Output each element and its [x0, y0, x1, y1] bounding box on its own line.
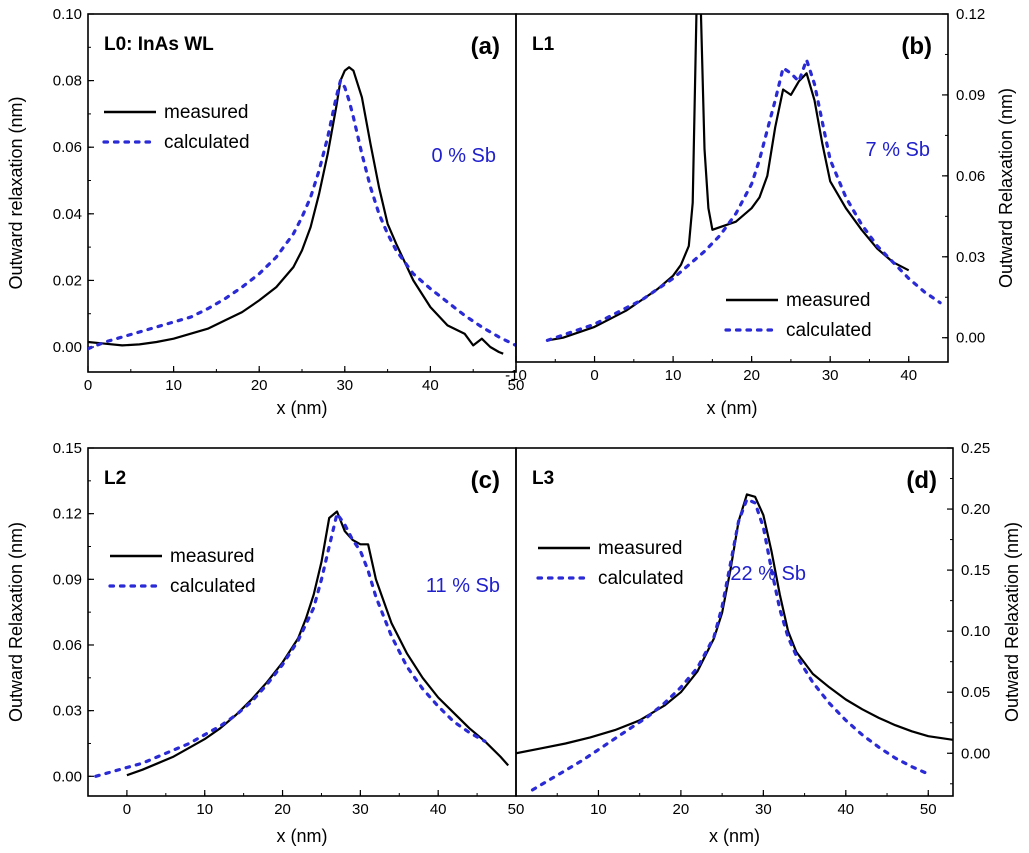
y-axis-title: Outward Relaxation (nm)	[996, 88, 1016, 288]
plot-frame	[87, 13, 517, 373]
sb-concentration-label: 22 % Sb	[730, 563, 806, 585]
layer-label: L2	[104, 468, 126, 489]
y-tick-label: 0.15	[961, 562, 990, 579]
x-tick-label: 40	[837, 801, 854, 818]
x-tick-label: 20	[673, 801, 690, 818]
y-axis-title: Outward relaxation (nm)	[6, 96, 26, 289]
x-tick-label: 40	[430, 801, 447, 818]
x-axis-title: x (nm)	[277, 826, 328, 846]
y-tick-label: 0.25	[961, 440, 990, 457]
series-line-calculated	[530, 497, 930, 792]
plot-frame	[515, 13, 949, 363]
x-axis-title: x (nm)	[709, 826, 760, 846]
y-tick-label: 0.06	[956, 168, 985, 185]
x-tick-label: 30	[822, 367, 839, 384]
series-line-measured	[516, 493, 953, 755]
layer-label: L0: InAs WL	[104, 34, 214, 55]
y-tick-label: 0.10	[53, 6, 82, 23]
x-tick-label: 50	[508, 377, 525, 394]
y-tick-label: 0.05	[961, 684, 990, 701]
x-tick-label: 30	[755, 801, 772, 818]
x-tick-label: 0	[123, 801, 131, 818]
x-tick-label: 50	[920, 801, 937, 818]
y-tick-label: 0.00	[53, 339, 82, 356]
chart-panel-d: 10 20 30 40 50 0.00 0.05 0.10 0.15 0.20 0.25 x (nm)…	[515, 440, 1022, 846]
y-tick-label: 0.08	[53, 73, 82, 90]
sb-concentration-label: 7 % Sb	[866, 139, 930, 161]
x-tick-label: 30	[352, 801, 369, 818]
y-tick-label: 0.00	[961, 745, 990, 762]
sb-concentration-label: 0 % Sb	[432, 145, 496, 167]
y-tick-label: 0.12	[956, 6, 985, 23]
y-tick-label: 0.00	[956, 330, 985, 347]
legend-label-calculated: calculated	[786, 320, 872, 341]
sb-concentration-label: 11 % Sb	[426, 575, 500, 597]
y-tick-label: 0.06	[53, 139, 82, 156]
x-tick-label: 10	[590, 801, 607, 818]
series-line-calculated	[88, 78, 516, 351]
chart-panel-b: -10 0 10 20 30 40 0.00 0.03 0.06 0.09 0.12 x (nm) Ou…	[505, 6, 1016, 418]
x-tick-label: 30	[336, 377, 353, 394]
y-tick-label: 0.04	[53, 206, 82, 223]
y-axis-title: Outward Relaxation (nm)	[1002, 522, 1022, 722]
y-tick-label: 0.02	[53, 272, 82, 289]
x-tick-label: -10	[505, 367, 527, 384]
y-tick-label: 0.00	[53, 768, 82, 785]
x-tick-label: 0	[84, 377, 92, 394]
legend-label-measured: measured	[164, 102, 249, 123]
panel-id-label: (b)	[901, 33, 932, 60]
y-tick-label: 0.03	[956, 249, 985, 266]
series-line-calculated	[545, 58, 942, 342]
series-line-measured	[126, 510, 510, 777]
chart-panel-c: 0 10 20 30 40 50 0.00 0.03 0.06 0.09 0.12 0.15 x (nm…	[6, 440, 524, 846]
y-tick-label: 0.06	[53, 637, 82, 654]
panel-id-label: (d)	[906, 467, 937, 494]
chart-panel-a: 0 10 20 30 40 50 0.00 0.02 0.04 0.06 0.08 0.10 x (nm…	[6, 6, 524, 418]
legend-label-calculated: calculated	[164, 132, 250, 153]
y-tick-label: 0.12	[53, 506, 82, 523]
y-tick-label: 0.09	[956, 87, 985, 104]
panel-id-label: (a)	[471, 33, 500, 60]
y-tick-label: 0.03	[53, 703, 82, 720]
x-tick-label: 20	[274, 801, 291, 818]
layer-label: L1	[532, 34, 555, 55]
x-tick-label: 20	[743, 367, 760, 384]
y-tick-label: 0.15	[53, 440, 82, 457]
x-tick-label: 40	[900, 367, 917, 384]
layer-label: L3	[532, 468, 554, 489]
x-tick-label: 10	[165, 377, 182, 394]
series-line-measured	[88, 66, 504, 355]
panel-id-label: (c)	[471, 467, 500, 494]
y-axis-title: Outward Relaxation (nm)	[6, 522, 26, 722]
legend-label-measured: measured	[786, 290, 871, 311]
legend-label-calculated: calculated	[598, 568, 684, 589]
x-tick-label: 0	[590, 367, 598, 384]
x-tick-label: 10	[665, 367, 682, 384]
plot-frame	[515, 447, 954, 797]
legend-label-calculated: calculated	[170, 576, 256, 597]
legend-label-measured: measured	[598, 538, 683, 559]
y-tick-label: 0.10	[961, 623, 990, 640]
legend-label-measured: measured	[170, 546, 255, 567]
y-tick-label: 0.20	[961, 501, 990, 518]
plot-frame	[87, 447, 517, 797]
x-tick-label: 50	[508, 801, 525, 818]
series-line-calculated	[94, 512, 487, 778]
x-tick-label: 20	[251, 377, 268, 394]
x-axis-title: x (nm)	[707, 398, 758, 418]
x-axis-title: x (nm)	[277, 398, 328, 418]
x-tick-label: 10	[196, 801, 213, 818]
x-tick-label: 40	[422, 377, 439, 394]
y-tick-label: 0.09	[53, 571, 82, 588]
